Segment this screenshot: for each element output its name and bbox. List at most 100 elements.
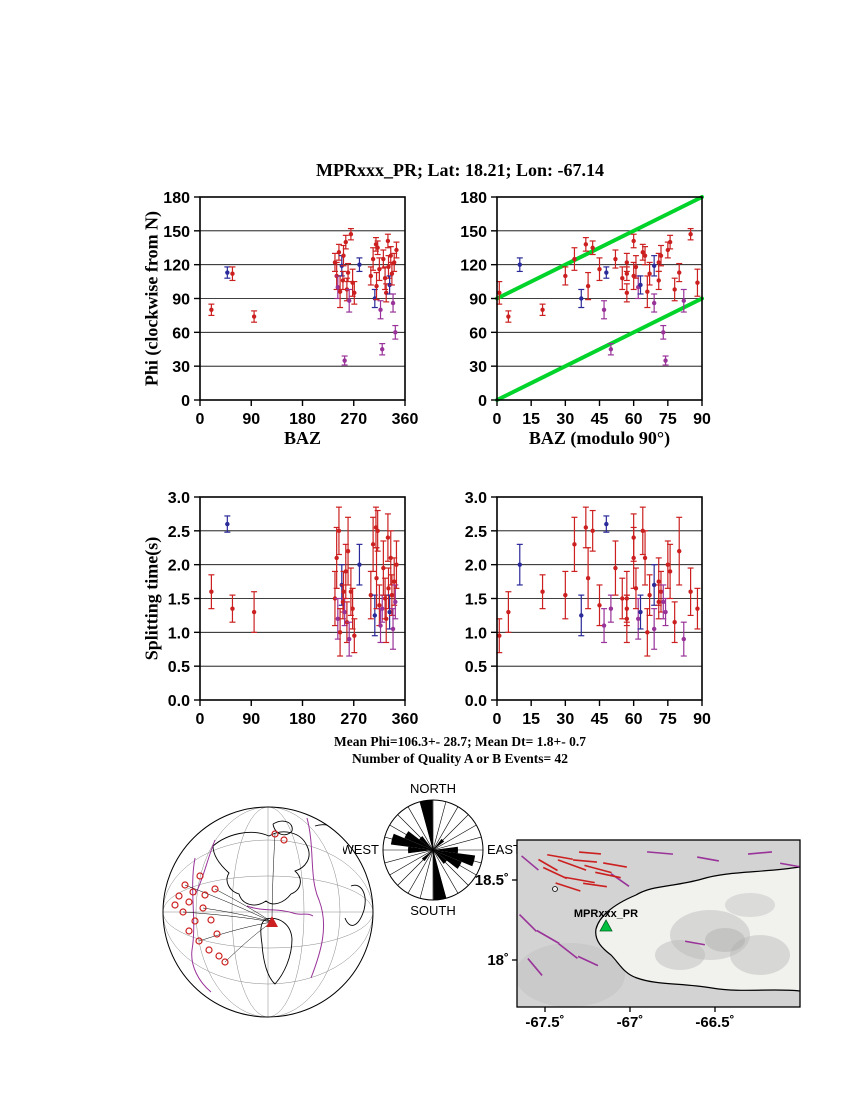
dt-vs-baz-plot: 0 90 180 270 360 0.0 0.5 1.0 1.5 2.0 2.5 3.0 xyxy=(130,487,420,762)
y-tick-label: 1.0 xyxy=(465,625,487,642)
x-tick-label: 0 xyxy=(196,411,205,428)
y-tick-label: 90 xyxy=(469,292,487,309)
x-tick-label: 15 xyxy=(522,711,540,728)
y-tick-label: 3.0 xyxy=(465,490,487,507)
station-triangle xyxy=(599,919,613,932)
event-path xyxy=(184,884,273,923)
event-path xyxy=(202,907,273,923)
splitting-vector xyxy=(558,942,578,960)
lat-tick-label: 18.5˚ xyxy=(475,872,509,889)
island xyxy=(552,886,558,892)
y-tick-label: 2.0 xyxy=(465,558,487,575)
rose-petal xyxy=(433,850,476,867)
rose-petal xyxy=(433,838,445,850)
x-tick-label: 0 xyxy=(493,411,502,428)
rose-petal xyxy=(433,850,462,869)
splitting-vector xyxy=(565,876,595,884)
station-location-map: MPRxxx_PR 18.5˚ 18˚ -67.5˚ -67˚ -66.5˚ xyxy=(460,835,820,1035)
dt-vs-bazmod-svg: 0 15 30 45 60 75 90 0.0 0.5 1.0 1.5 2.0 2.5 3.0 xyxy=(465,490,711,728)
data-points xyxy=(496,227,701,366)
event-marker xyxy=(201,891,209,899)
phi-rose-diagram: NORTH SOUTH WEST EAST xyxy=(341,780,533,928)
mean-stats-line: Mean Phi=106.3+- 28.7; Mean Dt= 1.8+- 0.… xyxy=(334,734,586,749)
y-tick-label: 180 xyxy=(163,190,190,207)
plate-boundary xyxy=(246,905,314,917)
baz-axis-label: BAZ xyxy=(283,428,321,448)
event-marker xyxy=(271,830,279,838)
y-tick-label: 2.5 xyxy=(465,524,487,541)
plate-boundary xyxy=(306,817,325,979)
event-marker xyxy=(185,898,193,906)
y-tick-label: 3.0 xyxy=(168,490,190,507)
rose-south-label: SOUTH xyxy=(410,903,456,918)
lat-tick-label: 18˚ xyxy=(487,952,509,969)
splitting-vector xyxy=(547,853,573,861)
splitting-vector xyxy=(536,929,560,945)
x-tick-label: 0 xyxy=(196,711,205,728)
null-direction-line xyxy=(495,296,704,402)
event-count-line: Number of Quality A or B Events= 42 xyxy=(351,751,569,766)
x-tick-label: 90 xyxy=(693,411,711,428)
coastline xyxy=(212,831,310,906)
globe-station-triangle xyxy=(266,916,278,927)
x-tick-label: 90 xyxy=(693,711,711,728)
station-label: MPRxxx_PR xyxy=(574,908,638,920)
rose-east-label: EAST xyxy=(487,842,521,857)
bazmod-axis-label: BAZ (modulo 90°) xyxy=(528,428,671,448)
event-path xyxy=(182,911,273,923)
lon-tick-label: -67˚ xyxy=(617,1014,644,1031)
globe-contents xyxy=(163,807,373,1017)
rose-petal xyxy=(419,800,433,850)
event-marker xyxy=(181,881,189,889)
splitting-vector xyxy=(685,940,705,946)
x-tick-label: 270 xyxy=(340,711,367,728)
coastline xyxy=(595,866,800,992)
rose-petal xyxy=(408,846,433,854)
event-path xyxy=(214,888,273,923)
splitting-vector xyxy=(646,851,674,855)
rose-petal xyxy=(433,850,447,864)
event-marker xyxy=(207,916,215,924)
map-frame xyxy=(516,839,801,1008)
splitting-vector xyxy=(697,856,719,862)
x-tick-label: 180 xyxy=(289,711,316,728)
splitting-vector xyxy=(780,862,800,868)
y-tick-label: 150 xyxy=(163,224,190,241)
x-tick-label: 270 xyxy=(340,411,367,428)
y-tick-label: 120 xyxy=(163,258,190,275)
x-tick-label: 60 xyxy=(625,411,643,428)
rose-petal xyxy=(404,831,433,850)
data-points xyxy=(208,227,400,366)
event-globe-map xyxy=(155,800,385,1025)
y-tick-label: 0.0 xyxy=(465,693,487,710)
coastline xyxy=(344,884,366,926)
rose-petal xyxy=(390,833,433,850)
splitting-vector xyxy=(521,855,539,871)
y-tick-label: 0 xyxy=(181,393,190,410)
dt-vs-baz-svg: 0 90 180 270 360 0.0 0.5 1.0 1.5 2.0 2.5 3.0 xyxy=(168,490,419,728)
y-tick-label: 120 xyxy=(460,258,487,275)
y-tick-label: 1.5 xyxy=(168,592,190,609)
y-tick-label: 90 xyxy=(172,292,190,309)
event-marker xyxy=(215,952,223,960)
y-tick-label: 2.5 xyxy=(168,524,190,541)
x-tick-label: 30 xyxy=(556,411,574,428)
event-marker xyxy=(175,892,183,900)
globe-svg xyxy=(162,806,374,1018)
figure-title: MPRxxx_PR; Lat: 18.21; Lon: -67.14 xyxy=(316,160,604,180)
splitting-vector xyxy=(747,851,773,855)
y-tick-label: 0.0 xyxy=(168,693,190,710)
event-path xyxy=(198,921,273,942)
x-tick-label: 75 xyxy=(659,411,677,428)
y-tick-label: 180 xyxy=(460,190,487,207)
rose-west-label: WEST xyxy=(343,842,379,857)
y-tick-label: 30 xyxy=(469,359,487,376)
splitting-vector xyxy=(527,958,543,976)
event-marker xyxy=(221,958,229,966)
lon-tick-label: -66.5˚ xyxy=(695,1014,734,1031)
y-tick-label: 1.5 xyxy=(465,592,487,609)
splitting-vector xyxy=(542,866,568,880)
lon-tick-label: -67.5˚ xyxy=(525,1014,564,1031)
event-marker xyxy=(189,888,197,896)
y-tick-label: 60 xyxy=(469,325,487,342)
